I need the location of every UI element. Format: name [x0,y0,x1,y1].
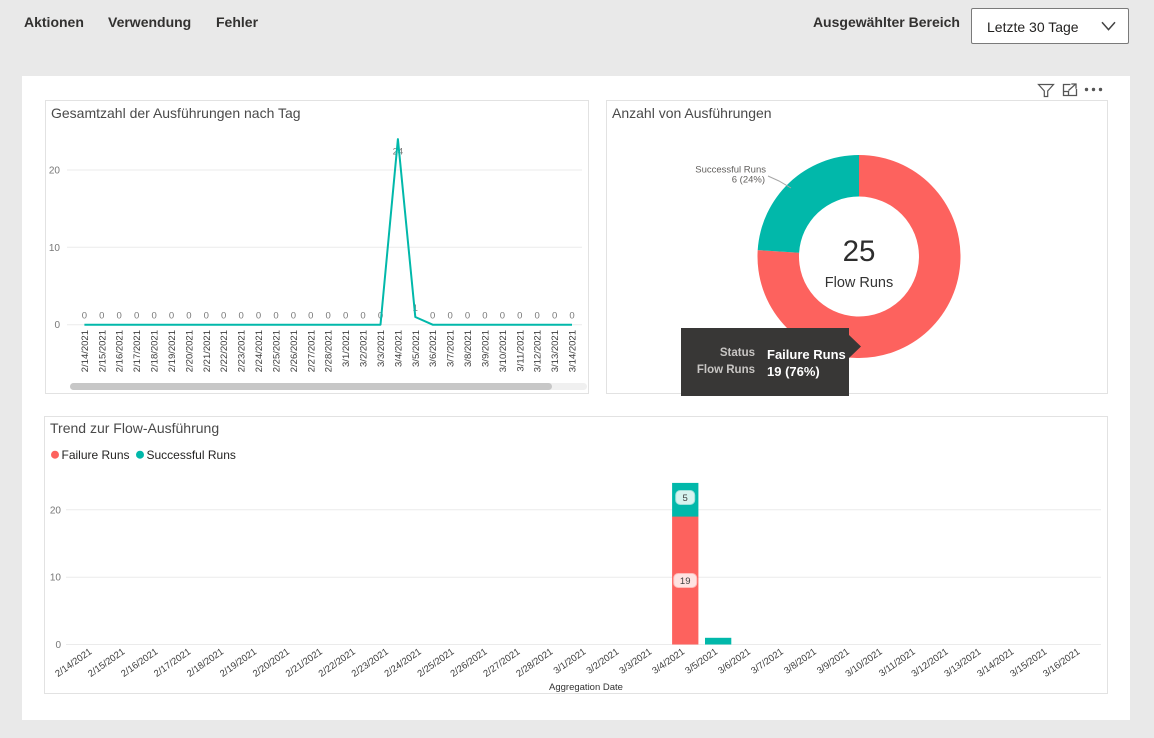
svg-text:0: 0 [117,311,122,322]
svg-text:10: 10 [50,573,62,584]
svg-text:25: 25 [843,235,876,268]
svg-text:2/27/2021: 2/27/2021 [306,330,317,372]
svg-text:5: 5 [683,493,688,504]
svg-text:3/11/2021: 3/11/2021 [515,330,526,372]
svg-text:24: 24 [393,147,404,158]
svg-text:2/15/2021: 2/15/2021 [97,330,108,372]
svg-text:3/7/2021: 3/7/2021 [446,330,457,367]
svg-text:2/24/2021: 2/24/2021 [254,330,265,372]
svg-text:6 (24%): 6 (24%) [732,175,765,186]
svg-text:3/16/2021: 3/16/2021 [1041,646,1082,679]
svg-text:2/22/2021: 2/22/2021 [219,330,230,372]
svg-text:3/3/2021: 3/3/2021 [617,646,654,676]
svg-text:3/14/2021: 3/14/2021 [568,330,579,372]
svg-text:3/13/2021: 3/13/2021 [550,330,561,372]
svg-text:2/28/2021: 2/28/2021 [514,646,555,679]
svg-text:3/8/2021: 3/8/2021 [782,646,819,676]
svg-text:0: 0 [99,311,104,322]
svg-text:0: 0 [238,311,243,322]
svg-text:2/26/2021: 2/26/2021 [289,330,300,372]
svg-text:2/17/2021: 2/17/2021 [132,330,143,372]
svg-text:0: 0 [535,311,540,322]
svg-text:3/5/2021: 3/5/2021 [411,330,422,367]
svg-text:Successful Runs: Successful Runs [695,165,766,176]
svg-text:0: 0 [447,311,452,322]
svg-text:10: 10 [49,243,61,254]
svg-text:2/19/2021: 2/19/2021 [167,330,178,372]
svg-text:3/1/2021: 3/1/2021 [552,646,589,676]
svg-text:3/1/2021: 3/1/2021 [341,330,352,367]
svg-text:0: 0 [291,311,296,322]
svg-text:0: 0 [134,311,139,322]
svg-text:0: 0 [221,311,226,322]
svg-text:0: 0 [482,311,487,322]
svg-text:0: 0 [517,311,522,322]
svg-text:0: 0 [569,311,574,322]
svg-text:3/6/2021: 3/6/2021 [428,330,439,367]
svg-text:Flow Runs: Flow Runs [825,275,894,291]
svg-text:3/4/2021: 3/4/2021 [650,646,687,676]
svg-text:0: 0 [82,311,87,322]
svg-text:3/5/2021: 3/5/2021 [683,646,720,676]
svg-text:Aggregation Date: Aggregation Date [549,682,623,693]
svg-text:0: 0 [256,311,261,322]
svg-text:2/18/2021: 2/18/2021 [150,330,161,372]
svg-text:3/4/2021: 3/4/2021 [393,330,404,367]
svg-text:0: 0 [308,311,313,322]
svg-text:3/12/2021: 3/12/2021 [533,330,544,372]
svg-text:0: 0 [500,311,505,322]
svg-text:0: 0 [54,320,60,331]
svg-text:20: 20 [50,505,62,516]
svg-text:3/2/2021: 3/2/2021 [585,646,622,676]
svg-text:3/10/2021: 3/10/2021 [844,646,885,679]
svg-text:Successful Runs: Successful Runs [147,448,236,462]
svg-text:3/7/2021: 3/7/2021 [749,646,786,676]
svg-text:2/14/2021: 2/14/2021 [80,330,91,372]
svg-text:0: 0 [151,311,156,322]
svg-text:2/20/2021: 2/20/2021 [184,330,195,372]
svg-text:0: 0 [55,640,61,651]
svg-text:0: 0 [552,311,557,322]
svg-text:3/2/2021: 3/2/2021 [359,330,370,367]
svg-text:20: 20 [49,166,61,177]
svg-text:2/21/2021: 2/21/2021 [202,330,213,372]
svg-text:2/25/2021: 2/25/2021 [272,330,283,372]
svg-text:3/10/2021: 3/10/2021 [498,330,509,372]
svg-text:0: 0 [204,311,209,322]
svg-text:0: 0 [430,311,435,322]
svg-text:Failure Runs: Failure Runs [62,448,130,462]
svg-text:3/8/2021: 3/8/2021 [463,330,474,367]
svg-text:0: 0 [273,311,278,322]
svg-text:0: 0 [465,311,470,322]
svg-text:3/9/2021: 3/9/2021 [480,330,491,367]
svg-text:19: 19 [680,576,691,587]
svg-text:2/16/2021: 2/16/2021 [115,330,126,372]
svg-text:3/6/2021: 3/6/2021 [716,646,753,676]
svg-text:0: 0 [186,311,191,322]
svg-text:0: 0 [326,311,331,322]
svg-text:2/23/2021: 2/23/2021 [237,330,248,372]
svg-text:3/3/2021: 3/3/2021 [376,330,387,367]
svg-text:2/28/2021: 2/28/2021 [324,330,335,372]
svg-text:0: 0 [169,311,174,322]
svg-text:0: 0 [360,311,365,322]
svg-text:0: 0 [343,311,348,322]
